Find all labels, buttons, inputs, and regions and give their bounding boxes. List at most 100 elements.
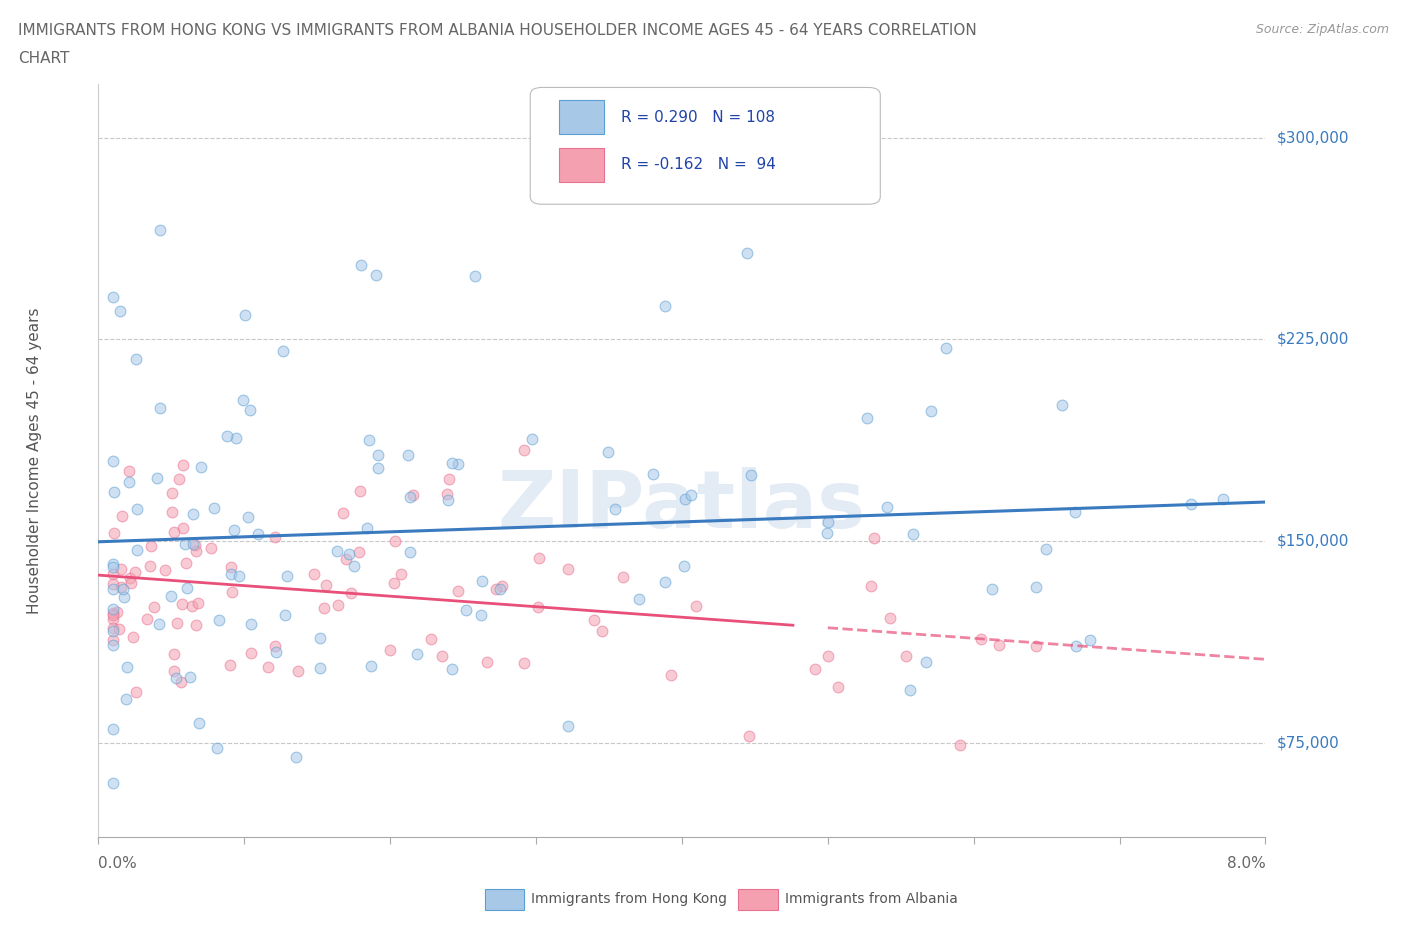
Point: [217, 428, 239, 443]
Point: [591, 624, 613, 639]
Point: [382, 576, 405, 591]
Point: [876, 499, 898, 514]
Point: [557, 719, 579, 734]
Point: [162, 647, 184, 662]
Point: [124, 565, 146, 579]
Point: [681, 487, 703, 502]
Point: [115, 659, 138, 674]
Point: [491, 578, 513, 593]
Point: [803, 661, 825, 676]
Point: [325, 543, 347, 558]
Point: [238, 510, 260, 525]
Point: [475, 655, 498, 670]
Point: [240, 645, 263, 660]
Point: [522, 432, 544, 446]
Point: [188, 716, 211, 731]
Point: [315, 578, 337, 592]
Point: [328, 597, 350, 612]
FancyBboxPatch shape: [530, 87, 880, 205]
Point: [105, 604, 128, 619]
Text: R = -0.162   N =  94: R = -0.162 N = 94: [621, 157, 776, 172]
Point: [142, 600, 165, 615]
Point: [673, 491, 696, 506]
Point: [659, 667, 682, 682]
Point: [274, 608, 297, 623]
Point: [138, 558, 160, 573]
Point: [406, 646, 429, 661]
Point: [343, 558, 366, 573]
Point: [176, 580, 198, 595]
Point: [898, 683, 921, 698]
Point: [470, 607, 492, 622]
Point: [332, 506, 354, 521]
Point: [673, 559, 696, 574]
Point: [276, 569, 298, 584]
Point: [378, 643, 401, 658]
Point: [489, 582, 512, 597]
Point: [174, 537, 197, 551]
Point: [399, 489, 422, 504]
Point: [349, 484, 371, 498]
Point: [484, 581, 506, 596]
Point: [988, 638, 1011, 653]
Point: [863, 530, 886, 545]
Point: [264, 530, 287, 545]
Point: [124, 352, 146, 366]
Point: [163, 663, 186, 678]
Point: [239, 403, 262, 418]
Point: [1035, 541, 1057, 556]
Point: [513, 656, 536, 671]
Point: [643, 466, 665, 481]
Point: [110, 304, 132, 319]
Point: [1025, 639, 1047, 654]
Point: [603, 501, 626, 516]
Point: [309, 631, 332, 645]
Point: [101, 607, 124, 622]
Point: [101, 577, 124, 591]
Point: [612, 569, 634, 584]
Point: [101, 632, 124, 647]
Point: [360, 658, 382, 673]
Point: [165, 671, 187, 685]
Point: [356, 520, 378, 535]
Point: [103, 525, 125, 540]
Point: [817, 648, 839, 663]
Point: [101, 581, 124, 596]
Point: [256, 659, 278, 674]
Point: [304, 566, 326, 581]
Point: [264, 644, 287, 659]
Point: [184, 618, 207, 632]
Point: [181, 599, 204, 614]
Point: [339, 586, 361, 601]
Point: [121, 630, 143, 644]
Text: $300,000: $300,000: [1277, 130, 1348, 145]
Point: [436, 493, 458, 508]
Point: [471, 574, 494, 589]
Point: [145, 471, 167, 485]
Text: $150,000: $150,000: [1277, 534, 1348, 549]
Point: [263, 639, 285, 654]
Text: R = 0.290   N = 108: R = 0.290 N = 108: [621, 110, 775, 125]
Point: [101, 611, 124, 626]
Point: [654, 575, 676, 590]
Point: [172, 521, 194, 536]
Point: [232, 392, 254, 407]
Text: Householder Income Ages 45 - 64 years: Householder Income Ages 45 - 64 years: [27, 307, 42, 614]
Point: [654, 299, 676, 313]
Point: [856, 411, 879, 426]
Point: [187, 595, 209, 610]
Point: [224, 523, 246, 538]
Bar: [560, 148, 603, 181]
Point: [228, 569, 250, 584]
Point: [101, 602, 124, 617]
Point: [181, 506, 204, 521]
Point: [440, 661, 463, 676]
Point: [101, 289, 124, 304]
Point: [179, 669, 201, 684]
Point: [1025, 579, 1047, 594]
Point: [1064, 639, 1087, 654]
Point: [101, 566, 124, 581]
Text: Immigrants from Hong Kong: Immigrants from Hong Kong: [531, 892, 727, 907]
Point: [112, 590, 135, 604]
Point: [101, 557, 124, 572]
